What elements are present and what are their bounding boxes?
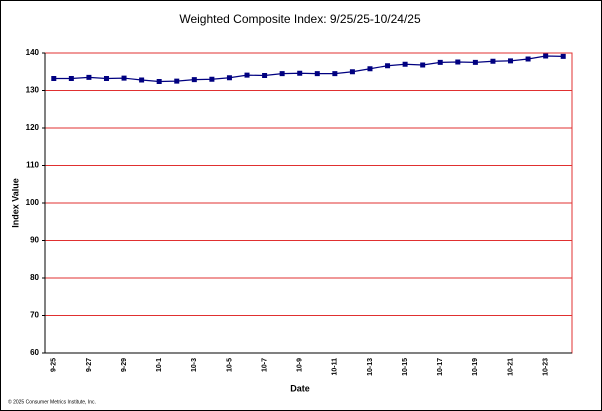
marker: [174, 78, 180, 84]
marker: [139, 77, 145, 83]
marker: [156, 79, 162, 84]
y-tick-label: 90: [30, 236, 39, 245]
marker: [385, 63, 391, 69]
y-tick-label: 80: [30, 273, 39, 282]
marker: [68, 76, 74, 81]
y-tick-label: 130: [26, 86, 40, 95]
x-tick-label: 10-11: [332, 358, 339, 376]
x-tick-label: 10-9: [297, 358, 304, 372]
marker: [121, 75, 127, 81]
x-tick-label: 10-21: [507, 358, 514, 376]
x-tick-label: 10-15: [402, 358, 409, 376]
x-tick-label: 9-25: [51, 358, 58, 372]
y-tick-label: 70: [30, 311, 39, 320]
x-tick-label: 9-29: [121, 358, 128, 372]
marker: [472, 59, 478, 65]
y-tick-label: 100: [26, 198, 40, 207]
marker: [525, 56, 531, 62]
x-tick-label: 10-23: [542, 358, 549, 376]
marker: [560, 53, 566, 59]
marker: [367, 66, 373, 72]
x-tick-label: 10-3: [191, 358, 198, 372]
marker: [332, 71, 338, 77]
marker: [543, 53, 549, 59]
y-tick-label: 120: [26, 123, 40, 132]
marker: [402, 61, 408, 67]
x-tick-label: 10-19: [472, 358, 479, 376]
x-tick-label: 10-5: [226, 358, 233, 372]
x-tick-label: 10-13: [367, 358, 374, 376]
marker: [420, 62, 426, 68]
marker: [508, 58, 514, 64]
x-tick-label: 9-27: [86, 358, 93, 372]
x-axis-label: Date: [290, 383, 310, 393]
marker: [349, 69, 355, 75]
x-tick-label: 10-17: [437, 358, 444, 376]
y-tick-label: 140: [26, 48, 40, 57]
x-tick-label: 10-1: [156, 358, 163, 372]
marker: [297, 70, 303, 76]
marker: [226, 75, 232, 81]
marker: [51, 76, 57, 81]
line: [53, 55, 564, 83]
marker: [437, 59, 443, 65]
marker: [455, 59, 461, 65]
marker: [314, 71, 320, 77]
x-tick-label: 10-7: [261, 358, 268, 372]
y-axis-label: Index Value: [10, 178, 20, 228]
marker: [86, 74, 92, 80]
marker: [209, 76, 215, 82]
y-tick-label: 110: [26, 161, 39, 170]
y-tick-label: 60: [30, 348, 39, 357]
marker: [103, 76, 109, 81]
marker: [490, 58, 496, 64]
marker: [279, 71, 285, 77]
marker: [262, 73, 268, 78]
footnote: © 2025 Consumer Metrics Institute, Inc.: [8, 398, 96, 405]
chart-title: Weighted Composite Index: 9/25/25-10/24/…: [179, 12, 421, 26]
marker: [244, 72, 250, 78]
marker: [191, 77, 197, 83]
